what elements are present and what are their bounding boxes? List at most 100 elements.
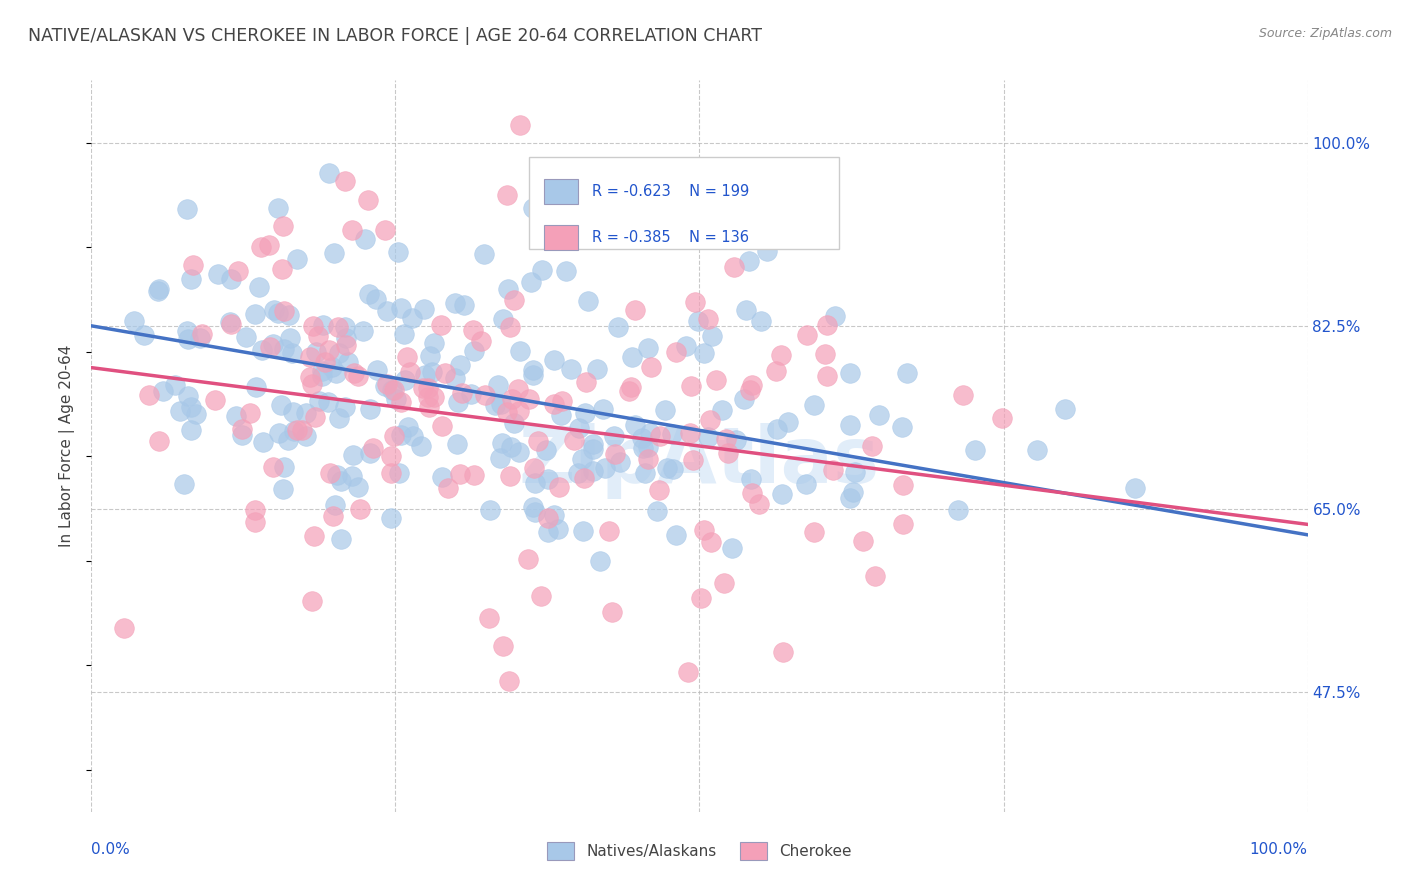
Point [359,445,381,459]
Point [631,431,654,445]
Point [526,434,548,448]
Point [354,232,377,246]
Point [803,525,825,540]
Text: NATIVE/ALASKAN VS CHEROKEE IN LABOR FORCE | AGE 20-64 CORRELATION CHART: NATIVE/ALASKAN VS CHEROKEE IN LABOR FORC… [28,27,762,45]
Point [803,398,825,412]
Point [191,327,214,342]
Point [281,405,304,419]
Point [586,362,609,376]
Point [682,453,704,467]
Point [741,377,763,392]
Point [285,423,308,437]
Point [333,320,356,334]
Point [738,383,761,397]
Point [699,413,721,427]
Point [318,166,340,180]
Point [534,443,557,458]
Point [637,341,659,355]
Point [463,468,485,483]
Point [450,386,472,401]
Point [537,511,560,525]
Point [593,460,616,475]
Text: Source: ZipAtlas.com: Source: ZipAtlas.com [1258,27,1392,40]
Point [516,552,538,566]
Point [112,621,135,635]
Point [359,402,381,417]
Point [449,467,471,482]
Point [337,355,360,369]
Point [479,503,502,517]
Point [277,308,299,322]
Point [433,366,456,380]
Point [842,484,865,499]
Point [299,370,322,384]
Point [377,377,399,392]
Point [231,422,253,436]
Point [418,381,440,395]
Point [392,327,415,342]
Point [1026,442,1049,457]
Point [503,416,526,430]
Point [352,324,374,338]
Point [273,304,295,318]
Point [311,364,333,378]
Point [499,469,522,483]
Point [550,393,572,408]
Point [409,439,432,453]
Point [492,312,515,326]
Point [946,503,969,517]
Point [281,346,304,360]
Point [263,303,285,318]
Point [891,419,914,434]
Point [437,481,460,495]
Point [520,276,543,290]
Point [547,522,569,536]
Point [555,264,578,278]
Point [491,435,513,450]
Point [250,240,273,254]
Point [186,407,208,421]
Point [690,591,713,606]
Point [204,393,226,408]
Point [314,354,336,368]
Point [508,445,530,459]
Point [839,367,862,381]
Point [359,287,381,301]
Point [498,282,520,296]
Point [582,442,605,456]
Point [177,389,200,403]
Point [891,478,914,492]
Point [395,350,418,364]
Point [444,296,467,310]
Point [259,340,281,354]
Point [620,350,643,364]
Point [572,470,595,484]
Point [381,383,404,397]
Point [733,392,755,407]
Point [312,318,335,332]
Point [271,219,294,233]
Point [498,320,520,334]
Point [323,246,346,260]
Point [572,524,595,538]
Point [749,314,772,328]
Point [412,381,434,395]
Point [375,303,398,318]
Point [262,336,284,351]
Point [148,282,170,296]
Point [243,306,266,320]
Point [543,353,565,368]
Point [463,323,485,337]
Point [496,187,519,202]
Point [498,673,520,688]
Text: 100.0%: 100.0% [1250,842,1308,857]
Point [181,258,204,272]
Point [380,450,402,464]
Point [148,285,170,299]
Point [176,202,198,217]
Point [624,303,647,318]
Point [384,428,406,442]
Point [716,433,738,447]
Point [523,505,546,519]
Point [294,428,316,442]
